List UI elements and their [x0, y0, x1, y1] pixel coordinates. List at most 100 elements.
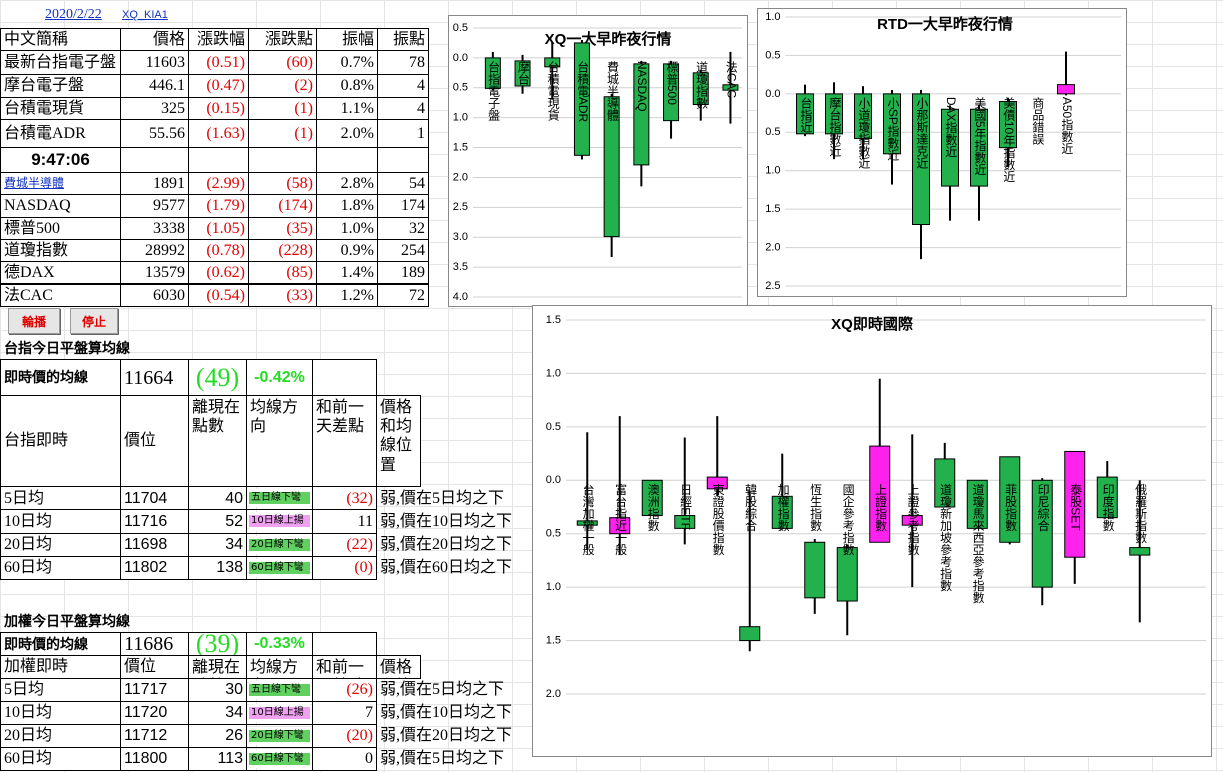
y-tick-label: 2.5: [765, 280, 780, 292]
ma-cell: 11802: [120, 555, 189, 581]
ma-cell: 11716: [120, 509, 189, 534]
quote-cell: (0.47): [188, 74, 249, 98]
category-label: 小SP指數近: [886, 96, 900, 160]
category-label: 道瓊馬來西亞參考指數: [971, 483, 985, 604]
quote-name: 法CAC: [0, 283, 121, 307]
quote-name: 中文簡稱: [0, 28, 121, 51]
y-tick-label: 1.0: [765, 11, 780, 23]
ma-cell: 弱,價在20日均之下: [380, 727, 513, 745]
ma-cell: 11712: [120, 724, 189, 748]
ma-cell: 52: [188, 509, 247, 534]
quote-name: 標普500: [0, 216, 121, 240]
ma-cell: (0): [312, 555, 377, 581]
candle-body: [771, 495, 793, 529]
button[interactable]: 停止: [70, 308, 118, 334]
ma-cell: (22): [312, 532, 377, 557]
chart-border: [532, 305, 1212, 757]
date-link[interactable]: 2020/2/22: [45, 7, 102, 22]
y-tick-label: 1.5: [765, 203, 780, 215]
direction: 五日線下彎: [249, 492, 310, 505]
category-label: 小那斯達克近: [915, 96, 929, 168]
quote-cell: (85): [248, 261, 317, 285]
column-header: 均線方向: [246, 395, 313, 487]
column-header: 台指即時: [0, 395, 121, 487]
quote-cell: 254: [377, 238, 429, 263]
category-label: 美國5年指數近: [973, 96, 987, 175]
candle-body: [1057, 84, 1075, 95]
quote-cell: 0.7%: [316, 50, 378, 75]
ma-cell: 11717: [120, 678, 189, 702]
quote-cell: 2.0%: [316, 119, 378, 148]
ma-cell: 11800: [120, 747, 189, 771]
category-label: 標普500: [665, 60, 679, 105]
ma-cell: 弱,價在60日均之下: [380, 559, 513, 577]
category-label: DAX指數近: [944, 97, 958, 158]
y-tick-label: 1.5: [546, 634, 561, 646]
category-label: 道瓊指數: [695, 60, 709, 109]
quote-cell: (35): [248, 216, 317, 240]
empty-cell: [188, 147, 249, 173]
y-tick-label: 0.0: [765, 88, 780, 100]
ma-cell: 弱,價在5日均之下: [380, 489, 505, 507]
candle-body: [966, 479, 988, 529]
quote-cell: 78: [377, 50, 429, 75]
direction: 五日線下彎: [249, 684, 310, 696]
quote-cell: 漲跌點: [248, 28, 317, 51]
direction-cell: 60日線下彎: [246, 555, 313, 581]
direction-cell: 20日線下彎: [246, 724, 313, 748]
quote-cell: (0.62): [188, 261, 249, 285]
quote-cell: 1.2%: [316, 283, 378, 307]
ma-cell: (32): [312, 486, 377, 511]
quote-cell: (0.51): [188, 50, 249, 75]
category-label: 上證參考指數: [906, 483, 920, 556]
y-tick-label: 1.5: [546, 314, 561, 326]
category-label: 台灣加權一般: [581, 482, 595, 555]
ma-cell: 11720: [120, 701, 189, 725]
candle-body: [706, 476, 728, 490]
ma-cell: 11: [312, 509, 377, 534]
candle-body: [722, 84, 739, 91]
quote-cell: 54: [377, 172, 429, 196]
quote-cell: 11603: [120, 50, 189, 75]
ma-cell: 60日均: [0, 555, 121, 581]
y-tick-label: 0.5: [546, 421, 561, 433]
quote-cell: (2.99): [188, 172, 249, 196]
empty-cell: [316, 147, 378, 173]
category-label: 印尼綜合: [1036, 483, 1050, 531]
quote-cell: (1.05): [188, 216, 249, 240]
direction-cell: 10日線上揚: [246, 701, 313, 725]
quote-cell: 4: [377, 97, 429, 120]
y-tick-label: 1.5: [453, 141, 468, 153]
quote-cell: 1.4%: [316, 261, 378, 285]
candle-body: [1064, 450, 1086, 558]
direction-cell: 五日線下彎: [246, 486, 313, 511]
quote-cell: 55.56: [120, 119, 189, 148]
ma-cell: 30: [188, 678, 247, 702]
y-tick-label: 0.5: [765, 49, 780, 61]
candle-body: [854, 93, 872, 139]
direction-cell: 10日線上揚: [246, 509, 313, 534]
candle-body: [999, 456, 1021, 543]
ma-cell: 弱,價在20日均之下: [380, 536, 513, 554]
quote-name: 摩台電子盤: [0, 74, 121, 98]
quote-cell: 1.0%: [316, 216, 378, 240]
category-label: 台積電現貨: [546, 59, 560, 121]
y-tick-label: 0.5: [453, 82, 468, 94]
direction: 60日線下彎: [249, 753, 310, 765]
category-label: 摩台指數近: [828, 95, 842, 156]
category-label: 台積電ADR: [576, 59, 590, 122]
sheet-link[interactable]: XQ_KIA1: [122, 9, 168, 21]
ma-cell: 10日均: [0, 509, 121, 534]
quote-cell: (1.79): [188, 194, 249, 218]
ma-cell: 138: [188, 555, 247, 581]
quote-cell: 振幅: [316, 28, 378, 51]
direction-cell: 20日線下彎: [246, 532, 313, 557]
button[interactable]: 輪播: [8, 308, 60, 334]
direction-cell: 五日線下彎: [246, 678, 313, 702]
y-tick-label: 1.0: [546, 581, 561, 593]
quote-name: 費城半導體: [0, 172, 121, 196]
y-tick-label: 0.5: [546, 528, 561, 540]
candle-body: [883, 93, 901, 155]
